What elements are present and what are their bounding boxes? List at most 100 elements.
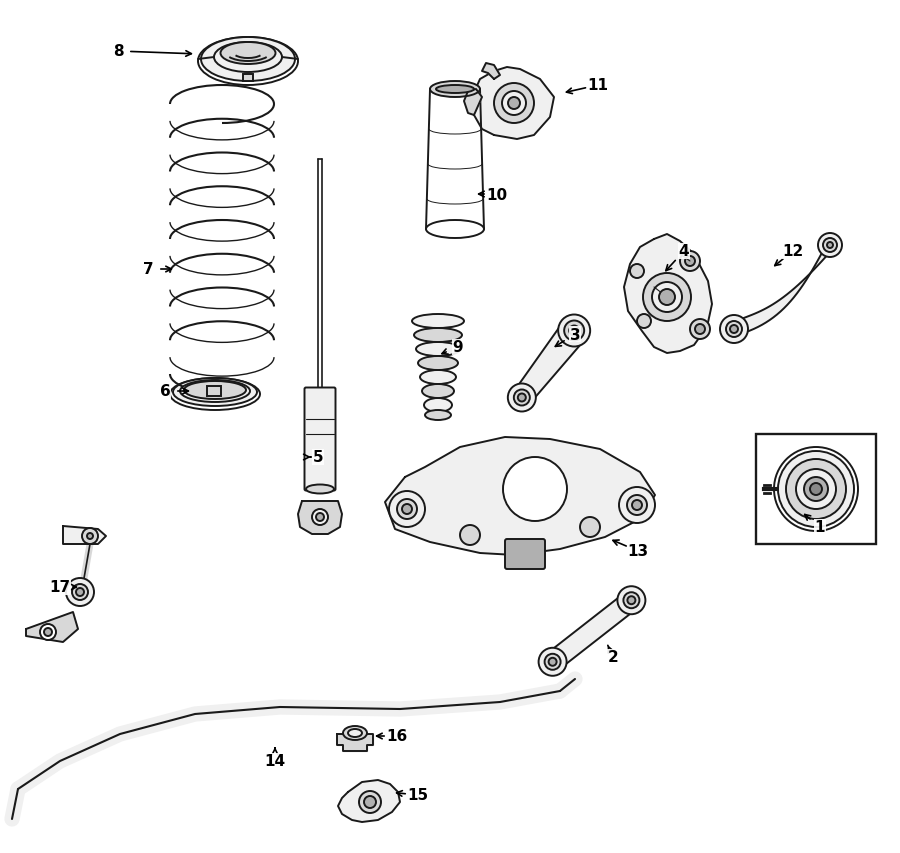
Circle shape [786, 460, 846, 519]
Circle shape [680, 252, 700, 272]
Circle shape [652, 282, 682, 313]
Circle shape [637, 315, 651, 328]
Circle shape [402, 504, 412, 514]
Text: 14: 14 [265, 753, 285, 769]
Circle shape [564, 321, 584, 341]
Ellipse shape [348, 729, 362, 737]
Bar [207, 386, 221, 397]
Ellipse shape [306, 485, 334, 494]
Circle shape [695, 325, 705, 334]
Circle shape [389, 491, 425, 527]
Circle shape [823, 239, 837, 252]
Ellipse shape [214, 43, 282, 73]
Circle shape [40, 624, 56, 641]
FancyBboxPatch shape [505, 539, 545, 569]
Ellipse shape [173, 379, 257, 407]
Ellipse shape [420, 370, 456, 385]
Bar [243, 75, 253, 82]
Polygon shape [624, 235, 712, 354]
Ellipse shape [426, 221, 484, 239]
Text: 9: 9 [453, 340, 464, 355]
Circle shape [627, 596, 635, 605]
Ellipse shape [184, 381, 246, 399]
Circle shape [818, 234, 842, 258]
Circle shape [720, 316, 748, 344]
Ellipse shape [220, 43, 275, 65]
Text: 17: 17 [50, 580, 70, 595]
Circle shape [66, 578, 94, 606]
Polygon shape [472, 68, 554, 140]
Ellipse shape [424, 398, 452, 413]
Circle shape [690, 320, 710, 339]
Text: 7: 7 [143, 262, 153, 277]
Polygon shape [338, 780, 400, 822]
Circle shape [87, 533, 93, 539]
Circle shape [627, 496, 647, 515]
Circle shape [508, 98, 520, 110]
Polygon shape [26, 612, 78, 642]
Polygon shape [298, 502, 342, 534]
Text: 4: 4 [679, 244, 689, 259]
Circle shape [827, 243, 833, 249]
Ellipse shape [343, 726, 367, 740]
Polygon shape [514, 322, 585, 404]
Circle shape [316, 514, 324, 521]
Polygon shape [546, 593, 637, 670]
Circle shape [630, 264, 644, 279]
Ellipse shape [416, 343, 460, 357]
Circle shape [632, 501, 642, 510]
Polygon shape [337, 734, 373, 751]
Ellipse shape [418, 357, 458, 370]
Ellipse shape [422, 385, 454, 398]
Circle shape [558, 315, 590, 347]
Circle shape [44, 629, 52, 636]
Text: 5: 5 [312, 450, 323, 465]
Circle shape [580, 518, 600, 537]
Circle shape [503, 457, 567, 521]
Ellipse shape [412, 315, 464, 328]
Circle shape [312, 509, 328, 525]
Circle shape [569, 326, 580, 336]
FancyBboxPatch shape [304, 388, 336, 491]
Circle shape [460, 525, 480, 545]
Circle shape [544, 654, 561, 670]
Ellipse shape [414, 328, 462, 343]
Circle shape [538, 648, 567, 676]
Polygon shape [63, 526, 106, 544]
Bar [756, 434, 876, 544]
Circle shape [685, 257, 695, 267]
Text: 8: 8 [112, 44, 123, 60]
Text: 12: 12 [782, 244, 804, 259]
Text: 10: 10 [486, 188, 508, 202]
Circle shape [364, 796, 376, 808]
Circle shape [397, 499, 417, 519]
Circle shape [810, 484, 822, 496]
Circle shape [778, 451, 854, 527]
Polygon shape [385, 438, 655, 555]
Ellipse shape [436, 86, 474, 94]
Text: 15: 15 [408, 787, 428, 803]
Circle shape [359, 791, 381, 813]
Text: 11: 11 [588, 78, 608, 93]
Ellipse shape [180, 380, 250, 403]
Circle shape [774, 448, 858, 531]
Circle shape [659, 290, 675, 305]
Text: 3: 3 [570, 327, 580, 342]
Circle shape [796, 469, 836, 509]
Polygon shape [464, 90, 482, 116]
Text: 2: 2 [608, 650, 618, 664]
Ellipse shape [170, 379, 260, 410]
Polygon shape [734, 239, 830, 337]
Circle shape [730, 326, 738, 334]
Circle shape [82, 528, 98, 544]
Circle shape [804, 478, 828, 502]
Ellipse shape [198, 38, 298, 86]
Ellipse shape [425, 410, 451, 421]
Circle shape [72, 584, 88, 601]
Circle shape [617, 587, 645, 614]
Circle shape [549, 658, 556, 666]
Circle shape [624, 593, 639, 608]
Circle shape [502, 92, 526, 116]
Text: 13: 13 [627, 544, 649, 559]
Circle shape [643, 274, 691, 322]
